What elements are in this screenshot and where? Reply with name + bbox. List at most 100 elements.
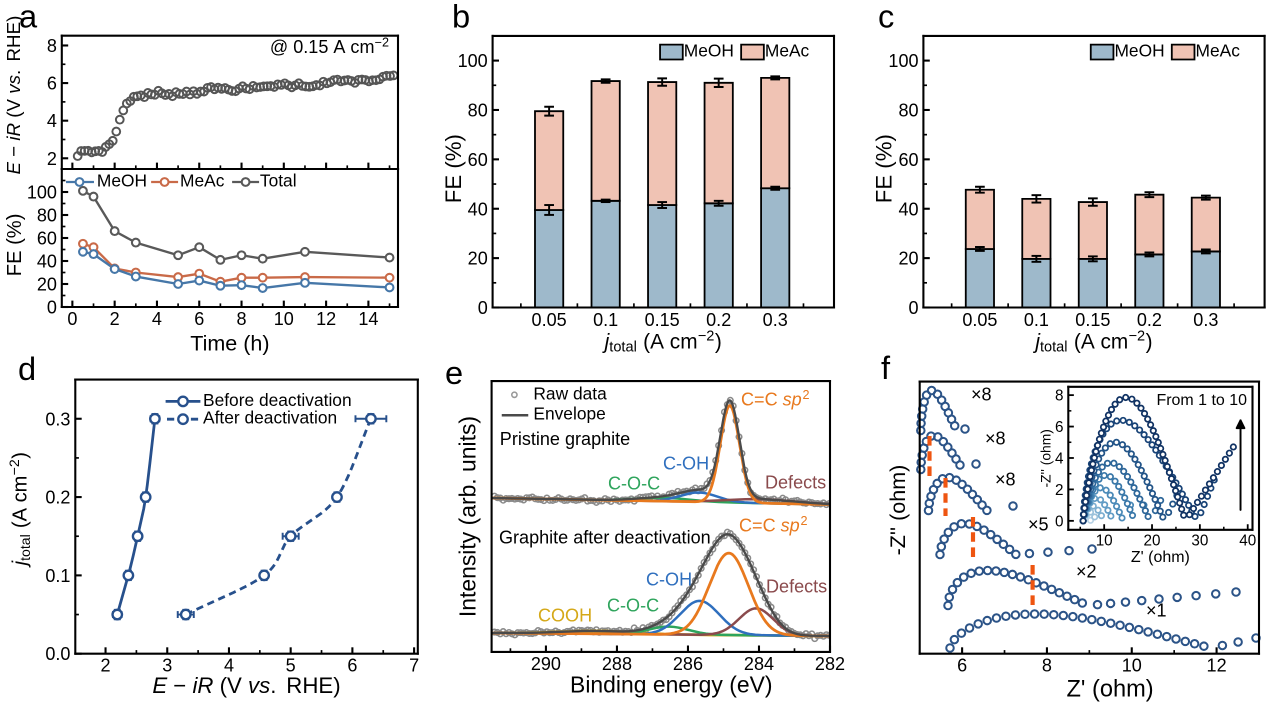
svg-text:286: 286 bbox=[673, 654, 703, 674]
svg-text:100: 100 bbox=[888, 51, 918, 71]
svg-text:MeAc: MeAc bbox=[1196, 40, 1241, 60]
svg-text:6: 6 bbox=[347, 656, 357, 676]
svg-text:C-OH: C-OH bbox=[663, 454, 709, 474]
svg-text:Graphite after deactivation: Graphite after deactivation bbox=[499, 528, 711, 548]
svg-text:FE (%): FE (%) bbox=[872, 134, 897, 203]
svg-text:8: 8 bbox=[1042, 656, 1052, 676]
svg-text:60: 60 bbox=[37, 229, 57, 249]
svg-text:80: 80 bbox=[468, 101, 488, 121]
svg-text:0.1: 0.1 bbox=[1024, 310, 1049, 330]
svg-text:60: 60 bbox=[468, 150, 488, 170]
svg-text:Total: Total bbox=[260, 170, 297, 190]
svg-text:0.2: 0.2 bbox=[706, 310, 731, 330]
svg-text:×8: ×8 bbox=[971, 385, 992, 405]
svg-text:40: 40 bbox=[468, 199, 488, 219]
svg-text:0.2: 0.2 bbox=[45, 488, 70, 508]
svg-text:100: 100 bbox=[458, 51, 488, 71]
svg-text:MeAc: MeAc bbox=[765, 40, 810, 60]
svg-text:282: 282 bbox=[815, 654, 845, 674]
svg-text:6: 6 bbox=[1055, 419, 1064, 436]
svg-text:MeOH: MeOH bbox=[97, 170, 147, 190]
svg-text:6: 6 bbox=[194, 309, 204, 329]
svg-text:20: 20 bbox=[37, 275, 57, 295]
svg-text:12: 12 bbox=[1207, 656, 1227, 676]
svg-text:MeOH: MeOH bbox=[684, 40, 734, 60]
svg-text:e: e bbox=[445, 354, 463, 391]
svg-text:×5: ×5 bbox=[1028, 515, 1049, 535]
svg-text:×1: ×1 bbox=[1146, 601, 1167, 621]
svg-text:14: 14 bbox=[358, 309, 378, 329]
svg-text:f: f bbox=[881, 349, 891, 386]
svg-text:284: 284 bbox=[744, 654, 774, 674]
svg-text:8: 8 bbox=[1055, 388, 1064, 405]
svg-text:C = C: C = C s p 2 bbox=[741, 386, 810, 411]
svg-text:C-O-C: C-O-C bbox=[607, 596, 659, 616]
svg-text:×8: ×8 bbox=[985, 429, 1006, 449]
svg-text:Z' (ohm): Z' (ohm) bbox=[1066, 677, 1153, 703]
svg-text:Pristine graphite: Pristine graphite bbox=[500, 429, 630, 449]
svg-text:60: 60 bbox=[898, 150, 918, 170]
svg-text:2: 2 bbox=[1055, 482, 1064, 499]
svg-text:0.1: 0.1 bbox=[593, 310, 618, 330]
svg-text:MeAc: MeAc bbox=[180, 170, 225, 190]
svg-text:0.3: 0.3 bbox=[763, 310, 788, 330]
svg-text:0.1: 0.1 bbox=[45, 566, 70, 586]
svg-text:100: 100 bbox=[27, 183, 57, 203]
svg-text:10: 10 bbox=[274, 309, 294, 329]
svg-text:0.0: 0.0 bbox=[45, 644, 70, 664]
svg-text:40: 40 bbox=[37, 252, 57, 272]
svg-text:-Z'' (ohm): -Z'' (ohm) bbox=[1038, 429, 1054, 487]
svg-text:20: 20 bbox=[468, 249, 488, 269]
svg-text:8: 8 bbox=[237, 309, 247, 329]
svg-text:Z' (ohm): Z' (ohm) bbox=[1131, 549, 1190, 566]
svg-text:From 1 to 10: From 1 to 10 bbox=[1156, 392, 1247, 409]
svg-text:20: 20 bbox=[898, 249, 918, 269]
svg-text:8: 8 bbox=[47, 36, 57, 56]
svg-text:d: d bbox=[18, 350, 36, 387]
svg-text:40: 40 bbox=[898, 199, 918, 219]
svg-text:×8: ×8 bbox=[995, 470, 1016, 490]
svg-text:c: c bbox=[878, 0, 894, 34]
svg-text:FE (%): FE (%) bbox=[441, 134, 466, 203]
svg-text:Defects: Defects bbox=[766, 577, 827, 597]
svg-text:5: 5 bbox=[286, 656, 296, 676]
svg-text:290: 290 bbox=[531, 654, 561, 674]
svg-text:12: 12 bbox=[316, 309, 336, 329]
svg-text:j t o t: j t o t a l − 2 ( A c m ) bbox=[0, 452, 35, 568]
svg-text:j t o t: j t o t a l − 2 ( A c m ) bbox=[1032, 321, 1152, 357]
svg-text:Envelope: Envelope bbox=[533, 404, 605, 424]
svg-text:COOH: COOH bbox=[538, 606, 592, 626]
svg-text:Time (h): Time (h) bbox=[190, 332, 269, 356]
svg-text:0: 0 bbox=[1055, 513, 1064, 530]
svg-text:2: 2 bbox=[101, 656, 111, 676]
svg-text:10: 10 bbox=[1122, 656, 1142, 676]
svg-text:0: 0 bbox=[47, 298, 57, 318]
svg-text:4: 4 bbox=[152, 309, 162, 329]
svg-text:10: 10 bbox=[1096, 533, 1113, 550]
svg-text:C-O-C: C-O-C bbox=[608, 474, 660, 494]
svg-text:FE (%): FE (%) bbox=[4, 214, 26, 277]
svg-text:a: a bbox=[19, 0, 38, 34]
svg-text:Raw data: Raw data bbox=[533, 383, 607, 403]
svg-text:6: 6 bbox=[47, 74, 57, 94]
svg-text:3: 3 bbox=[162, 656, 172, 676]
svg-text:E i R v: E i R v s − ( V . R H E ) bbox=[0, 16, 25, 175]
svg-text:30: 30 bbox=[1191, 533, 1208, 550]
svg-text:80: 80 bbox=[898, 101, 918, 121]
svg-text:E i R v: E i R v s − ( V . R H E ) bbox=[152, 673, 340, 698]
svg-text:0.15: 0.15 bbox=[645, 310, 680, 330]
svg-text:20: 20 bbox=[1144, 533, 1161, 550]
svg-text:6: 6 bbox=[957, 656, 967, 676]
svg-text:0.05: 0.05 bbox=[962, 310, 997, 330]
svg-text:2: 2 bbox=[110, 309, 120, 329]
svg-text:0.3: 0.3 bbox=[1193, 310, 1218, 330]
svg-text:0.15: 0.15 bbox=[1075, 310, 1110, 330]
svg-text:0.3: 0.3 bbox=[45, 409, 70, 429]
svg-text:0: 0 bbox=[67, 309, 77, 329]
svg-text:Before deactivation: Before deactivation bbox=[203, 390, 352, 410]
svg-text:0.2: 0.2 bbox=[1137, 310, 1162, 330]
svg-text:40: 40 bbox=[1239, 533, 1256, 550]
svg-text:2: 2 bbox=[47, 149, 57, 169]
svg-text:Binding energy (eV): Binding energy (eV) bbox=[570, 671, 772, 697]
svg-text:288: 288 bbox=[602, 654, 632, 674]
